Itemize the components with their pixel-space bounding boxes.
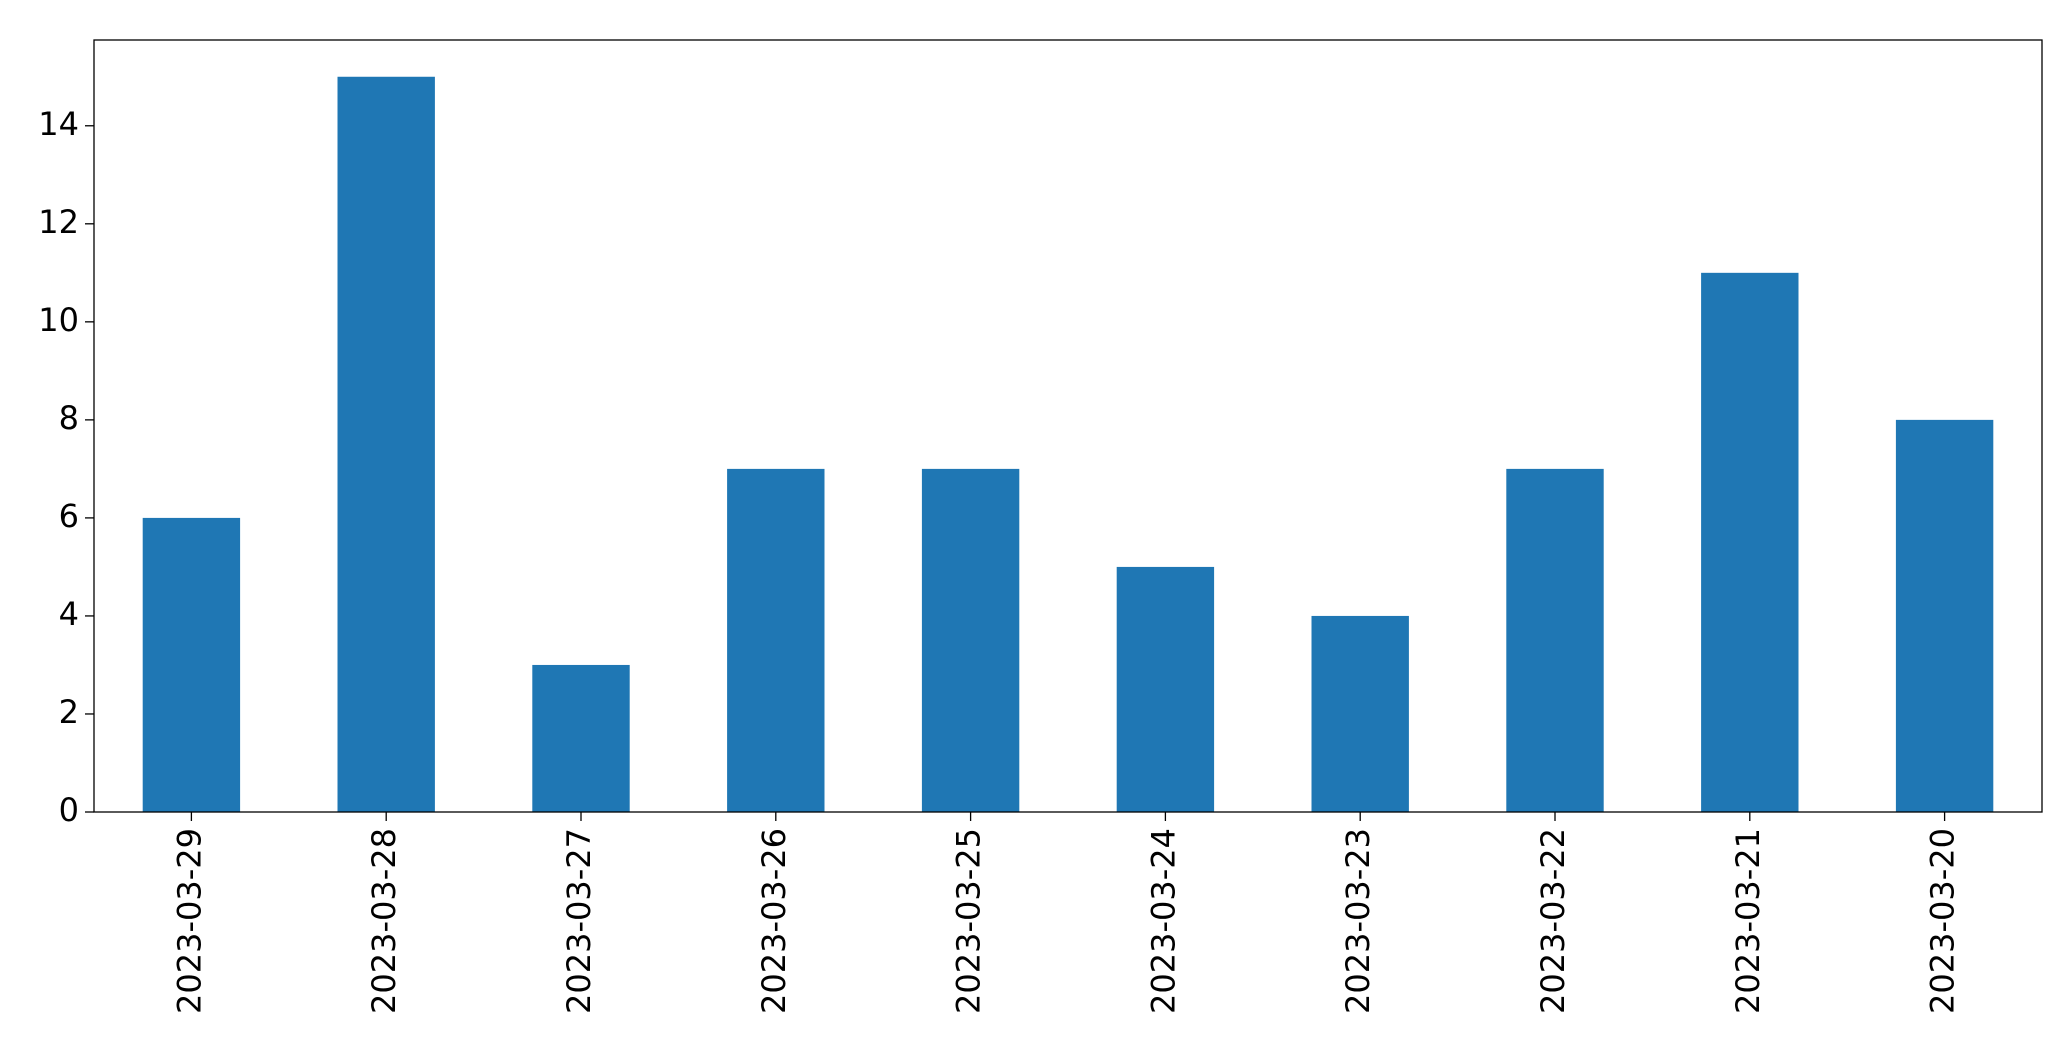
- x-tick-label: 2023-03-26: [755, 828, 793, 1014]
- x-tick-label: 2023-03-23: [1339, 828, 1377, 1014]
- x-tick-label: 2023-03-25: [950, 828, 988, 1014]
- bar: [532, 664, 630, 812]
- y-tick-label: 14: [38, 105, 79, 143]
- x-tick-label: 2023-03-24: [1144, 828, 1182, 1014]
- bar: [1506, 468, 1604, 812]
- y-tick-label: 6: [59, 497, 79, 535]
- bar: [1311, 615, 1409, 812]
- y-tick-label: 2: [59, 693, 79, 731]
- y-tick-label: 12: [38, 203, 79, 241]
- x-tick-label: 2023-03-28: [365, 828, 403, 1014]
- x-tick-label: 2023-03-27: [560, 828, 598, 1014]
- bar: [921, 468, 1020, 812]
- y-tick-label: 4: [59, 595, 79, 633]
- x-tick-label: 2023-03-21: [1729, 828, 1767, 1014]
- y-tick-label: 0: [59, 791, 79, 829]
- bar: [1116, 566, 1215, 812]
- bar: [1895, 419, 1994, 812]
- y-tick-label: 8: [59, 399, 79, 437]
- bar: [142, 517, 241, 812]
- bar: [337, 76, 435, 812]
- x-tick-label: 2023-03-20: [1924, 828, 1962, 1014]
- bar: [727, 468, 825, 812]
- y-tick-label: 10: [38, 301, 79, 339]
- x-tick-label: 2023-03-22: [1534, 828, 1572, 1014]
- x-tick-label: 2023-03-29: [170, 828, 208, 1014]
- plot-frame: [93, 39, 2043, 813]
- bar: [1701, 272, 1799, 812]
